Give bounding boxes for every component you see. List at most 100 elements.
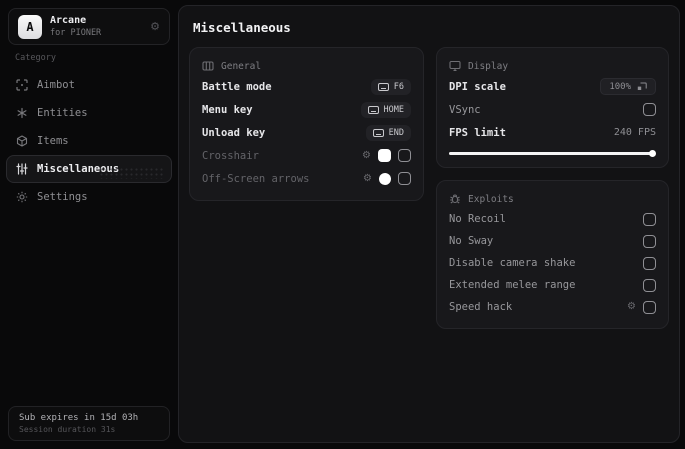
unload-key-keybind-button[interactable]: END	[365, 124, 411, 141]
crosshair-label: Crosshair	[202, 149, 259, 162]
keyboard-icon	[367, 105, 379, 114]
offscreen-arrows-checkbox[interactable]	[398, 172, 411, 185]
crosshair-color-swatch[interactable]	[378, 149, 391, 162]
active-item-dots-decoration	[99, 167, 163, 179]
keybind-value: F6	[393, 81, 404, 92]
main-panel: Miscellaneous General	[178, 5, 680, 443]
extended-melee-range-checkbox[interactable]	[643, 278, 656, 292]
category-label: Category	[15, 53, 56, 63]
general-card: General Battle mode F6 Men	[189, 47, 424, 201]
asterisk-icon	[16, 107, 28, 119]
brand-card: A Arcane for PIONER ⚙	[8, 8, 170, 45]
card-title: General	[221, 60, 262, 72]
keyboard-icon	[372, 128, 384, 137]
columns-grid-icon	[202, 60, 214, 72]
sidebar-item-items[interactable]: Items	[6, 127, 172, 155]
sidebar-item-label: Miscellaneous	[37, 163, 120, 175]
app-subtitle: for PIONER	[50, 27, 102, 38]
disable-camera-shake-row: Disable camera shake	[449, 252, 656, 274]
keybind-value: HOME	[383, 104, 404, 115]
bug-icon	[449, 193, 461, 205]
monitor-icon	[449, 60, 461, 72]
exploits-card: Exploits No Recoil No Sway Disable camer…	[436, 180, 669, 329]
display-card-header: Display	[449, 57, 656, 75]
speed-hack-checkbox[interactable]	[643, 300, 656, 314]
dpi-scale-label: DPI scale	[449, 80, 506, 93]
gear-icon[interactable]: ⚙	[363, 172, 372, 184]
no-recoil-label: No Recoil	[449, 213, 506, 225]
offscreen-arrows-controls: ⚙	[363, 172, 411, 185]
extended-melee-range-row: Extended melee range	[449, 274, 656, 296]
no-sway-checkbox[interactable]	[643, 234, 656, 248]
app-logo: A	[18, 14, 42, 39]
slider-fill	[449, 151, 654, 155]
sidebar-item-label: Items	[37, 135, 69, 147]
session-duration-text: Session duration 31s	[19, 425, 116, 434]
menu-key-keybind-button[interactable]: HOME	[360, 101, 411, 118]
offscreen-arrows-row: Off-Screen arrows ⚙	[202, 167, 411, 190]
fps-limit-slider[interactable]	[449, 149, 656, 157]
sidebar-item-aimbot[interactable]: Aimbot	[6, 71, 172, 99]
right-column: Display DPI scale 100% VSy	[436, 47, 669, 329]
card-title: Exploits	[468, 193, 514, 205]
speed-hack-row: Speed hack ⚙	[449, 296, 656, 318]
sidebar-item-settings[interactable]: Settings	[6, 183, 172, 211]
offscreen-arrows-color-swatch[interactable]	[379, 172, 391, 185]
extended-melee-range-label: Extended melee range	[449, 279, 576, 291]
no-sway-label: No Sway	[449, 235, 494, 247]
exploits-card-header: Exploits	[449, 190, 656, 208]
battle-mode-label: Battle mode	[202, 80, 272, 93]
subscription-info-card: Sub expires in 15d 03h Session duration …	[8, 406, 170, 441]
battle-mode-keybind-button[interactable]: F6	[370, 78, 411, 95]
sidebar-item-miscellaneous[interactable]: Miscellaneous	[6, 155, 172, 183]
cards-columns: General Battle mode F6 Men	[179, 35, 679, 329]
dpi-scale-value: 100%	[609, 81, 631, 92]
dpi-scale-select[interactable]: 100%	[600, 78, 656, 95]
sidebar: A Arcane for PIONER ⚙ Category Aimbot	[0, 0, 178, 449]
fps-limit-value: 240 FPS	[613, 127, 656, 138]
offscreen-arrows-label: Off-Screen arrows	[202, 172, 310, 185]
vsync-row: VSync	[449, 98, 656, 121]
gear-icon[interactable]: ⚙	[150, 20, 160, 33]
vsync-label: VSync	[449, 103, 481, 116]
speed-hack-label: Speed hack	[449, 301, 513, 313]
keyboard-icon	[377, 82, 389, 91]
brand-text: Arcane for PIONER	[50, 15, 101, 39]
unload-key-label: Unload key	[202, 126, 266, 139]
gear-icon[interactable]: ⚙	[362, 149, 371, 161]
menu-key-label: Menu key	[202, 103, 253, 116]
keybind-value: END	[388, 127, 404, 138]
disable-camera-shake-checkbox[interactable]	[643, 256, 656, 270]
disable-camera-shake-label: Disable camera shake	[449, 257, 576, 269]
card-title: Display	[468, 60, 509, 72]
crosshair-scan-icon	[16, 79, 28, 91]
sidebar-item-label: Settings	[37, 191, 88, 203]
menu-key-row: Menu key HOME	[202, 98, 411, 121]
scaling-icon	[637, 82, 647, 90]
crosshair-controls: ⚙	[362, 149, 411, 162]
unload-key-row: Unload key END	[202, 121, 411, 144]
slider-knob[interactable]	[649, 149, 656, 157]
display-card: Display DPI scale 100% VSy	[436, 47, 669, 168]
dpi-scale-row: DPI scale 100%	[449, 75, 656, 98]
sidebar-item-label: Entities	[37, 107, 88, 119]
crosshair-row: Crosshair ⚙	[202, 144, 411, 167]
gear-icon	[16, 191, 28, 203]
sub-expiry-text: Sub expires in 15d 03h	[19, 413, 139, 423]
vsync-checkbox[interactable]	[643, 103, 656, 116]
gear-icon[interactable]: ⚙	[627, 301, 636, 312]
app-name: Arcane	[50, 14, 87, 26]
no-recoil-checkbox[interactable]	[643, 212, 656, 226]
fps-limit-label: FPS limit	[449, 126, 506, 139]
crosshair-checkbox[interactable]	[398, 149, 411, 162]
general-card-header: General	[202, 57, 411, 75]
battle-mode-row: Battle mode F6	[202, 75, 411, 98]
no-sway-row: No Sway	[449, 230, 656, 252]
left-column: General Battle mode F6 Men	[189, 47, 424, 201]
sidebar-item-label: Aimbot	[37, 79, 75, 91]
speed-hack-controls: ⚙	[627, 300, 656, 314]
sidebar-item-entities[interactable]: Entities	[6, 99, 172, 127]
no-recoil-row: No Recoil	[449, 208, 656, 230]
sliders-icon	[16, 163, 28, 175]
